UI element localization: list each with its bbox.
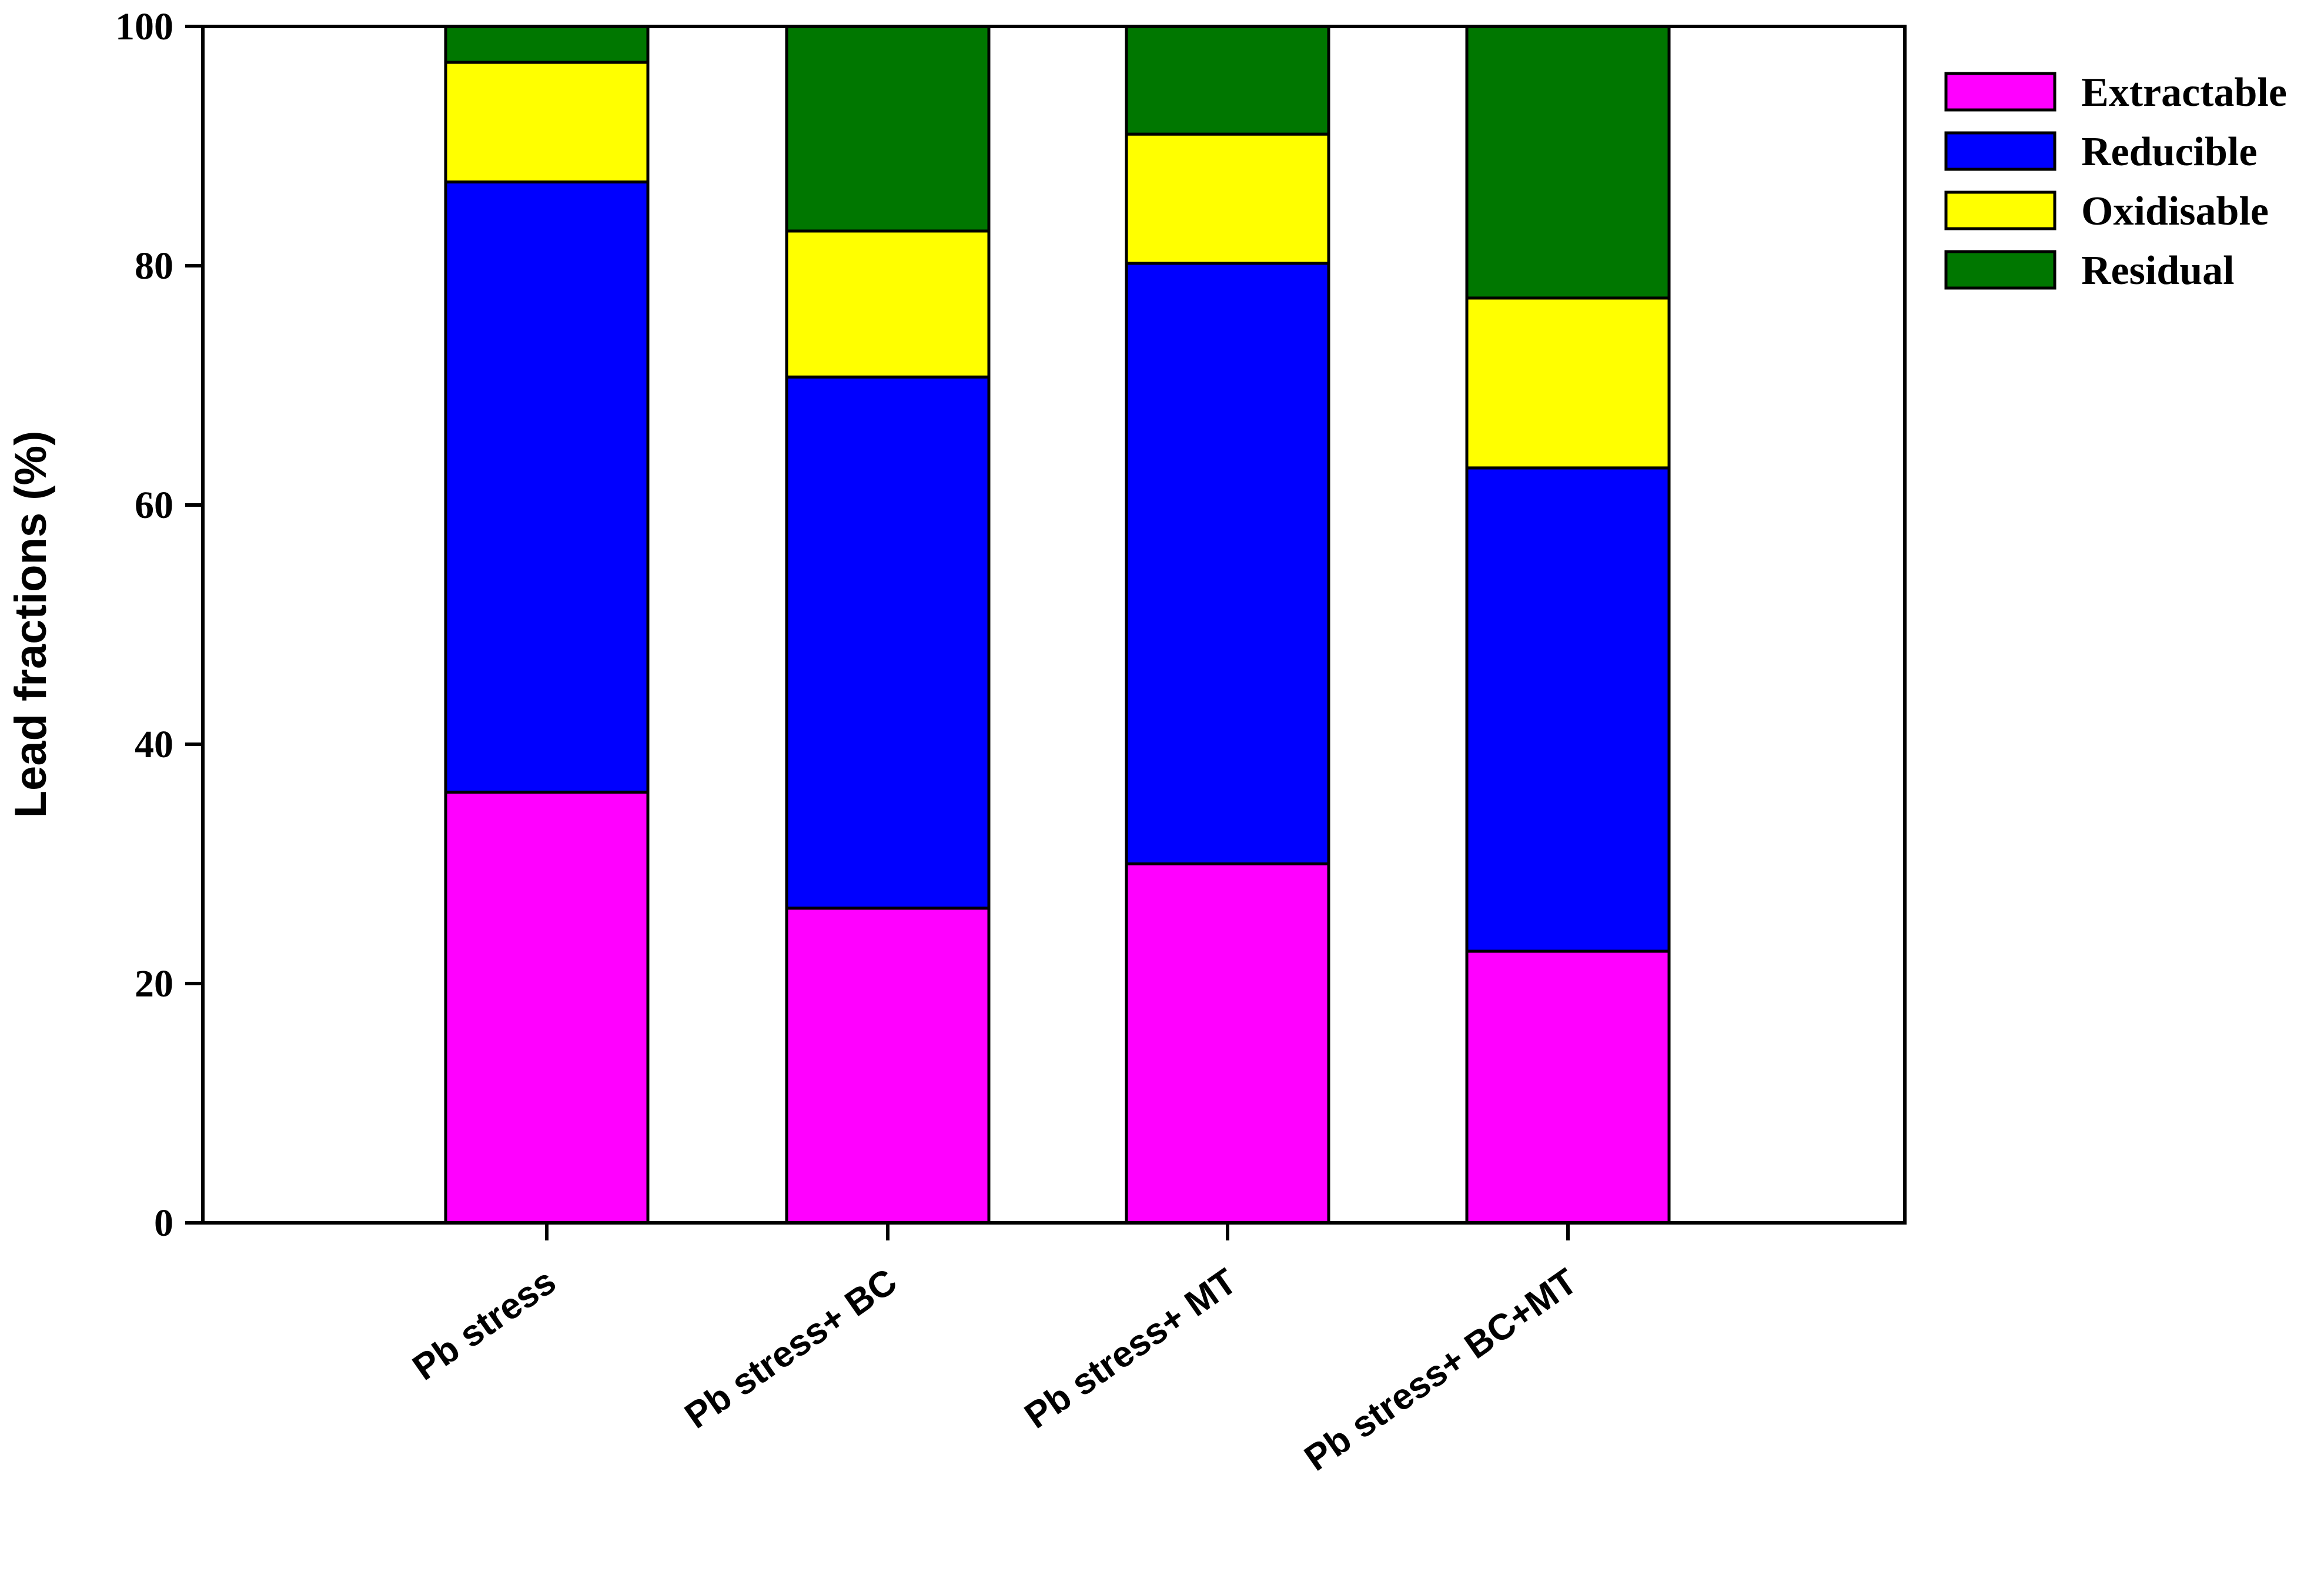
legend-swatch-residual — [1944, 250, 2057, 290]
x-tick-label: Pb stress+ MT — [1018, 1261, 1244, 1437]
bar-residual-2 — [785, 25, 991, 233]
legend-label-oxidisable: Oxidisable — [2081, 189, 2269, 234]
y-tick-label: 20 — [135, 962, 173, 1005]
y-tick-label: 100 — [115, 5, 173, 48]
legend-swatch-extractable — [1944, 72, 2057, 112]
y-tick-label: 80 — [135, 245, 173, 287]
y-tick-label: 40 — [135, 723, 173, 766]
y-tick-label: 60 — [135, 484, 173, 527]
bar-oxidisable-4 — [1465, 296, 1671, 470]
plot-frame — [201, 25, 1907, 1225]
bar-reducible-1 — [444, 180, 650, 794]
y-tick-label: 0 — [154, 1202, 173, 1245]
bar-oxidisable-3 — [1125, 132, 1330, 265]
bar-reducible-4 — [1465, 466, 1671, 953]
legend-label-residual: Residual — [2081, 248, 2235, 293]
legend-label-extractable: Extractable — [2081, 70, 2287, 115]
bars-layer — [444, 25, 1671, 1225]
x-axis: Pb stress Pb stress+ BC Pb stress+ MT Pb st… — [406, 1223, 1584, 1479]
bar-extractable-3 — [1125, 862, 1330, 1225]
bar-reducible-3 — [1125, 262, 1330, 865]
bar-oxidisable-1 — [444, 61, 650, 184]
bar-residual-1 — [444, 25, 650, 64]
bar-extractable-4 — [1465, 949, 1671, 1225]
bar-residual-3 — [1125, 25, 1330, 136]
bar-residual-4 — [1465, 25, 1671, 300]
x-tick-label: Pb stress+ BC+MT — [1298, 1261, 1584, 1479]
x-tick-label: Pb stress — [406, 1261, 563, 1389]
legend: Extractable Reducible Oxidisable Residual — [1944, 70, 2287, 293]
legend-label-reducible: Reducible — [2081, 129, 2257, 175]
legend-swatch-reducible — [1944, 131, 2057, 171]
bar-oxidisable-2 — [785, 229, 991, 379]
bar-extractable-2 — [785, 907, 991, 1225]
y-axis: 0 20 40 60 80 100 — [115, 5, 203, 1245]
bar-reducible-2 — [785, 375, 991, 910]
y-axis-label: Lead fractions (%) — [6, 431, 56, 818]
legend-swatch-oxidisable — [1944, 190, 2057, 230]
bar-extractable-1 — [444, 790, 650, 1225]
x-tick-label: Pb stress+ BC — [678, 1261, 904, 1437]
